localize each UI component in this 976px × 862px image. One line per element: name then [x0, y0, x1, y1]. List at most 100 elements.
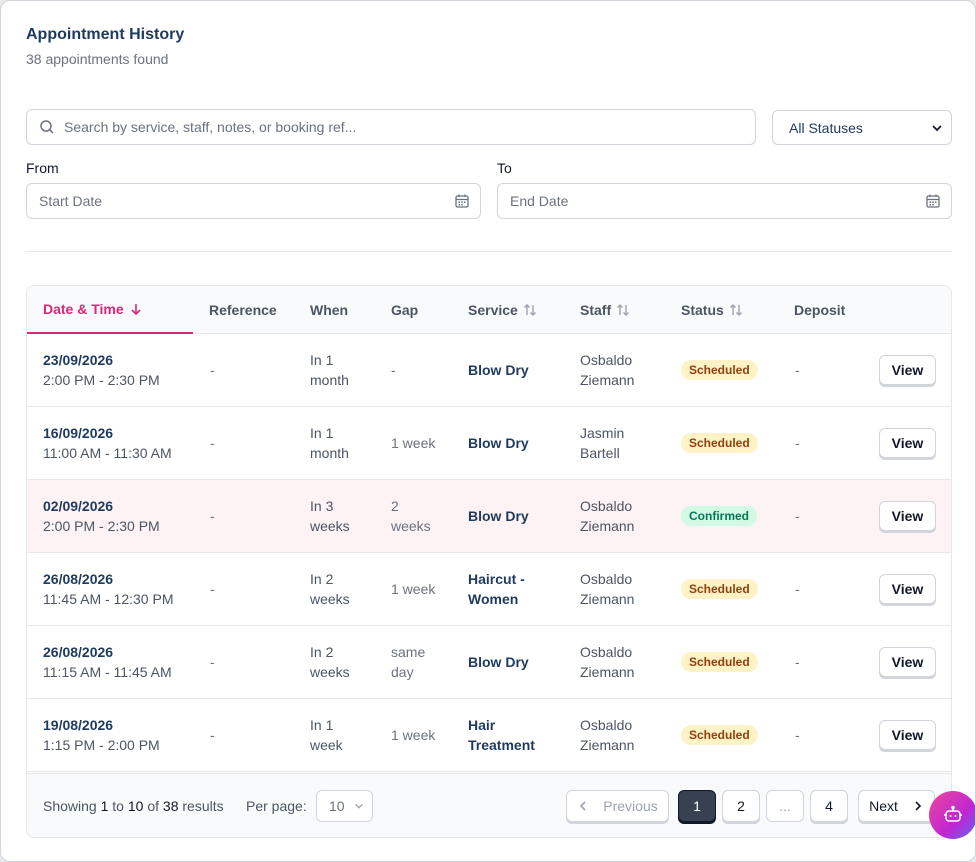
chevron-down-icon: [355, 803, 363, 809]
view-button[interactable]: View: [879, 501, 936, 531]
results-suffix: results: [182, 798, 224, 814]
page-button-1[interactable]: 1: [678, 790, 716, 822]
view-button[interactable]: View: [879, 647, 936, 677]
page-title: Appointment History: [26, 26, 185, 43]
view-button[interactable]: View: [879, 428, 936, 458]
view-button[interactable]: View: [879, 574, 936, 604]
gap-line: 1 week: [391, 581, 436, 597]
status-badge: Scheduled: [681, 652, 758, 672]
status-cell: Scheduled: [681, 553, 758, 625]
pagination-footer: Showing 1 to 10 of 38 results Per page: …: [27, 773, 951, 837]
when-cell: In 1 month: [310, 407, 349, 479]
calendar-icon[interactable]: [925, 193, 941, 209]
when-line: weeks: [310, 591, 350, 607]
view-button[interactable]: View: [879, 720, 936, 750]
deposit-cell: -: [795, 654, 800, 670]
gap-cell: 1 week: [391, 407, 435, 479]
when-line: month: [310, 372, 349, 388]
status-cell: Confirmed: [681, 480, 757, 552]
search-icon: [40, 120, 54, 134]
reference-cell: -: [210, 435, 215, 451]
end-date-field[interactable]: End Date: [497, 183, 952, 219]
service-cell: Hair Treatment: [468, 699, 535, 771]
view-button[interactable]: View: [879, 355, 936, 385]
start-date-field[interactable]: Start Date: [26, 183, 481, 219]
column-header-status[interactable]: Status: [681, 286, 744, 334]
column-header-service[interactable]: Service: [468, 286, 538, 334]
staff-line: Ziemann: [580, 664, 635, 680]
service-line: Blow Dry: [468, 654, 529, 670]
gap-cell: 1 week: [391, 699, 435, 771]
date-time-cell: 16/09/2026 11:00 AM - 11:30 AM: [43, 407, 172, 479]
column-header-staff[interactable]: Staff: [580, 286, 631, 334]
appointment-date[interactable]: 19/08/2026: [43, 717, 114, 733]
staff-line: Osbaldo: [580, 352, 633, 368]
table-row: 19/08/2026 1:15 PM - 2:00 PM - In 1 week …: [27, 699, 951, 772]
page-button-2[interactable]: 2: [722, 790, 760, 822]
staff-line: Ziemann: [580, 372, 635, 388]
gap-line: 1 week: [391, 435, 436, 451]
when-line: weeks: [310, 664, 350, 680]
gap-cell: 1 week: [391, 553, 435, 625]
staff-line: Osbaldo: [580, 717, 633, 733]
date-time-cell: 26/08/2026 11:45 AM - 12:30 PM: [43, 553, 173, 625]
table-row: 23/09/2026 2:00 PM - 2:30 PM - In 1 month…: [27, 334, 951, 407]
column-header-label: Status: [681, 302, 724, 318]
chevron-left-icon: [580, 801, 586, 811]
search-input[interactable]: Search by service, staff, notes, or book…: [26, 109, 756, 145]
calendar-icon[interactable]: [454, 193, 470, 209]
appointment-time: 2:00 PM - 2:30 PM: [43, 372, 160, 388]
column-header-date-time[interactable]: Date & Time: [27, 286, 193, 334]
next-page-button[interactable]: Next: [858, 790, 935, 822]
staff-line: Osbaldo: [580, 571, 633, 587]
page-ellipsis: ...: [766, 790, 804, 822]
status-cell: Scheduled: [681, 626, 758, 698]
reference-cell: -: [210, 727, 215, 743]
staff-cell: Osbaldo Ziemann: [580, 334, 634, 406]
service-line: Blow Dry: [468, 508, 529, 524]
column-header-deposit: Deposit: [794, 286, 845, 334]
gap-cell: 2 weeks: [391, 480, 431, 552]
status-badge: Scheduled: [681, 433, 758, 453]
gap-line: 2: [391, 498, 399, 514]
appointment-date[interactable]: 02/09/2026: [43, 498, 114, 514]
when-line: week: [310, 737, 343, 753]
staff-line: Bartell: [580, 445, 620, 461]
results-total: 38: [162, 798, 179, 814]
gap-cell: -: [391, 334, 396, 406]
previous-page-button[interactable]: Previous: [566, 790, 669, 822]
status-filter-value: All Statuses: [789, 119, 863, 136]
when-cell: In 2 weeks: [310, 626, 350, 698]
status-cell: Scheduled: [681, 334, 758, 406]
status-filter-select[interactable]: All Statuses: [772, 110, 952, 145]
start-date-placeholder: Start Date: [39, 193, 103, 209]
staff-line: Ziemann: [580, 737, 635, 753]
column-header-gap: Gap: [391, 286, 418, 334]
column-header-label: Staff: [580, 302, 612, 318]
deposit-cell: -: [795, 508, 800, 524]
service-cell: Blow Dry: [468, 626, 529, 698]
gap-line: 1 week: [391, 727, 436, 743]
status-cell: Scheduled: [681, 699, 758, 771]
appointment-date[interactable]: 23/09/2026: [43, 352, 114, 368]
page-button-4[interactable]: 4: [810, 790, 848, 822]
appointment-time: 11:45 AM - 12:30 PM: [43, 591, 174, 607]
column-header-reference: Reference: [209, 286, 277, 334]
appointment-date[interactable]: 26/08/2026: [43, 644, 114, 660]
appointment-date[interactable]: 26/08/2026: [43, 571, 114, 587]
from-label: From: [26, 160, 59, 176]
date-time-cell: 02/09/2026 2:00 PM - 2:30 PM: [43, 480, 160, 552]
per-page-select[interactable]: 10: [316, 790, 373, 822]
range-start: 1: [100, 798, 109, 814]
to-label: To: [497, 160, 512, 176]
results-count: 38 appointments found: [26, 51, 169, 67]
assistant-bot-button[interactable]: [929, 791, 975, 839]
status-badge: Scheduled: [681, 360, 758, 380]
service-cell: Blow Dry: [468, 407, 529, 479]
appointment-date[interactable]: 16/09/2026: [43, 425, 114, 441]
appointments-table: Date & Time Reference When Gap Service S…: [26, 285, 952, 838]
status-badge: Scheduled: [681, 579, 758, 599]
reference-cell: -: [210, 654, 215, 670]
table-header: Date & Time Reference When Gap Service S…: [27, 286, 951, 334]
gap-line: day: [391, 664, 414, 680]
